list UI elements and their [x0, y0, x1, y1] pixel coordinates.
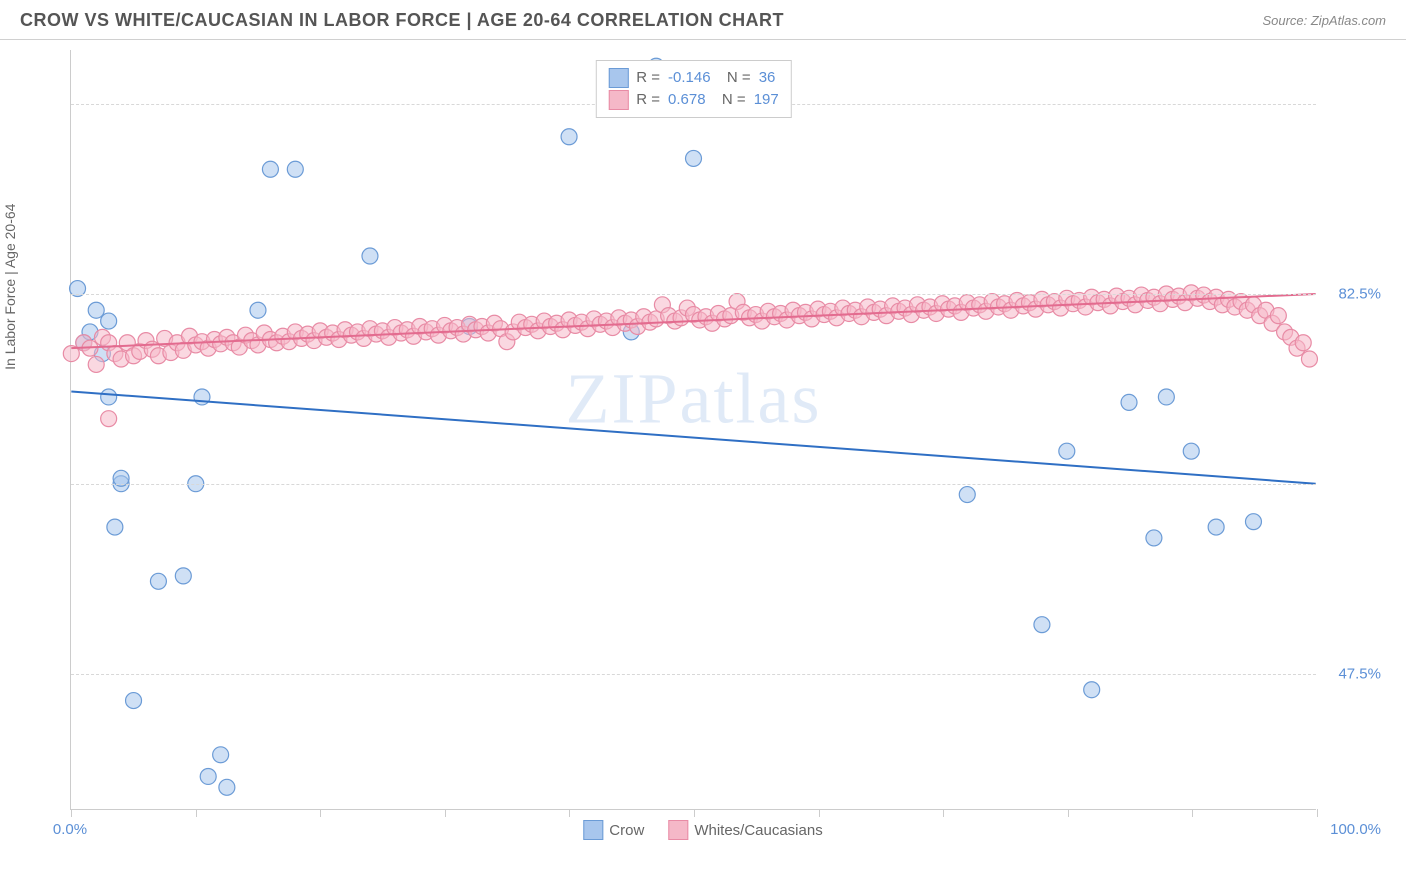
plot-svg: [71, 50, 1316, 809]
x-axis-min-label: 0.0%: [53, 821, 87, 838]
scatter-point-crow: [1183, 443, 1199, 459]
chart-container: In Labor Force | Age 20-64 ZIPatlas R = …: [20, 40, 1386, 850]
scatter-point-white: [101, 411, 117, 427]
legend-r-crow: -0.146: [668, 67, 711, 89]
scatter-point-crow: [1034, 617, 1050, 633]
scatter-point-crow: [1245, 514, 1261, 530]
legend-r-white: 0.678: [668, 89, 706, 111]
legend-n-white: 197: [754, 89, 779, 111]
plot-area: ZIPatlas R = -0.146 N = 36 R = 0.678 N =…: [70, 50, 1316, 810]
legend-r-label: R =: [636, 89, 660, 111]
scatter-point-crow: [219, 779, 235, 795]
bottom-swatch-crow: [583, 820, 603, 840]
scatter-point-crow: [200, 768, 216, 784]
bottom-legend: Crow Whites/Caucasians: [583, 820, 822, 840]
scatter-point-crow: [362, 248, 378, 264]
x-tick: [819, 809, 820, 817]
scatter-point-white: [88, 356, 104, 372]
scatter-point-crow: [107, 519, 123, 535]
legend-row-crow: R = -0.146 N = 36: [608, 67, 778, 89]
scatter-point-crow: [213, 747, 229, 763]
legend-swatch-white: [608, 90, 628, 110]
scatter-point-crow: [561, 129, 577, 145]
legend-r-label: R =: [636, 67, 660, 89]
x-tick: [320, 809, 321, 817]
x-tick: [445, 809, 446, 817]
scatter-point-crow: [1059, 443, 1075, 459]
scatter-point-crow: [250, 302, 266, 318]
scatter-point-crow: [88, 302, 104, 318]
bottom-swatch-white: [668, 820, 688, 840]
legend-row-white: R = 0.678 N = 197: [608, 89, 778, 111]
bottom-legend-crow: Crow: [583, 820, 644, 840]
x-tick: [71, 809, 72, 817]
legend-n-crow: 36: [759, 67, 776, 89]
chart-title: CROW VS WHITE/CAUCASIAN IN LABOR FORCE |…: [20, 10, 784, 31]
scatter-point-crow: [175, 568, 191, 584]
y-tick-label: 47.5%: [1338, 666, 1381, 683]
scatter-point-crow: [1121, 394, 1137, 410]
correlation-legend: R = -0.146 N = 36 R = 0.678 N = 197: [595, 60, 791, 118]
scatter-point-crow: [959, 487, 975, 503]
x-tick: [1192, 809, 1193, 817]
scatter-point-crow: [1208, 519, 1224, 535]
x-axis-max-label: 100.0%: [1330, 821, 1381, 838]
scatter-point-crow: [262, 161, 278, 177]
x-tick: [943, 809, 944, 817]
x-tick: [196, 809, 197, 817]
x-tick: [1317, 809, 1318, 817]
scatter-point-crow: [126, 693, 142, 709]
bottom-label-crow: Crow: [609, 822, 644, 839]
scatter-point-crow: [1146, 530, 1162, 546]
gridline: [71, 674, 1316, 675]
x-tick: [694, 809, 695, 817]
legend-n-label: N =: [719, 67, 751, 89]
legend-n-label: N =: [714, 89, 746, 111]
chart-source: Source: ZipAtlas.com: [1262, 13, 1386, 28]
x-tick: [569, 809, 570, 817]
x-tick: [1068, 809, 1069, 817]
scatter-point-crow: [101, 313, 117, 329]
legend-swatch-crow: [608, 68, 628, 88]
scatter-point-crow: [101, 389, 117, 405]
y-tick-label: 82.5%: [1338, 286, 1381, 303]
scatter-point-white: [1295, 335, 1311, 351]
scatter-point-white: [1301, 351, 1317, 367]
bottom-legend-white: Whites/Caucasians: [668, 820, 822, 840]
scatter-point-crow: [686, 150, 702, 166]
scatter-point-crow: [1158, 389, 1174, 405]
bottom-label-white: Whites/Caucasians: [694, 822, 822, 839]
chart-header: CROW VS WHITE/CAUCASIAN IN LABOR FORCE |…: [0, 0, 1406, 40]
scatter-point-white: [1270, 308, 1286, 324]
y-axis-label: In Labor Force | Age 20-64: [2, 204, 18, 370]
scatter-point-crow: [287, 161, 303, 177]
scatter-point-crow: [1084, 682, 1100, 698]
gridline: [71, 484, 1316, 485]
gridline: [71, 294, 1316, 295]
scatter-point-crow: [150, 573, 166, 589]
